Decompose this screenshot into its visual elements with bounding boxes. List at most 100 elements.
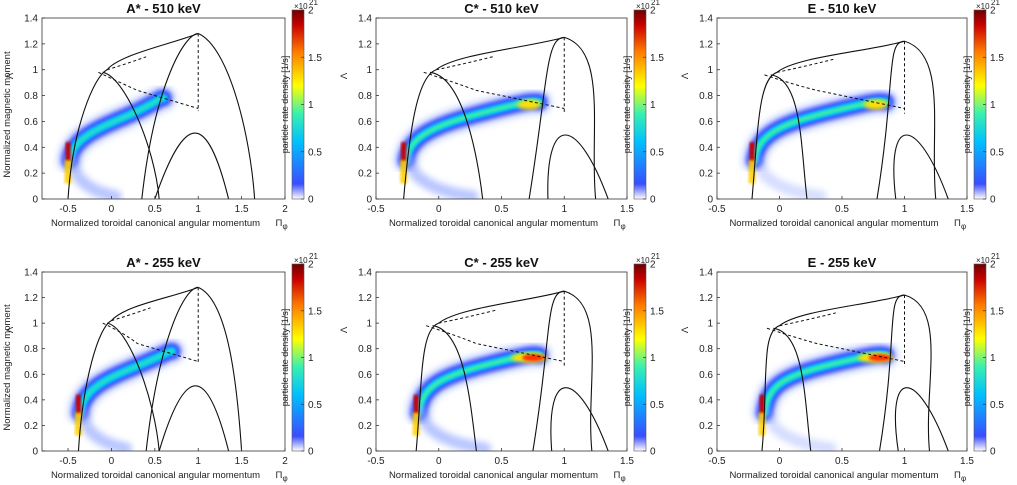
- y-tick-label: 0.8: [358, 344, 372, 355]
- colorbar-tick-label: 1.5: [990, 306, 1004, 317]
- heatmap-distribution: [393, 88, 553, 199]
- x-tick-label: 0: [109, 204, 115, 215]
- boundary-lower-arch: [547, 134, 609, 199]
- colorbar-exponent: ×10: [976, 2, 990, 11]
- colorbar: 0 0.5 1 1.5 2×10 21 particle rate density [1/s…: [962, 0, 1004, 206]
- colorbar-exponent: ×10: [636, 2, 650, 11]
- y-tick-label: 1: [366, 65, 372, 76]
- distribution-edge-hot: [413, 394, 419, 416]
- x-axis-symbol-pi: Π: [276, 218, 283, 229]
- y-tick-label: 0: [32, 447, 38, 458]
- y-tick-label: 0.4: [358, 143, 372, 154]
- boundary-cusp-arch: [773, 327, 812, 451]
- distribution-tail: [401, 151, 479, 199]
- panel-title: E - 255 keV: [808, 255, 877, 270]
- distribution-core: [78, 349, 175, 415]
- y-tick-label: 0.8: [24, 344, 38, 355]
- boundary-inner-arch: [878, 294, 905, 451]
- y-tick-label: 0.8: [699, 91, 713, 102]
- heatmap-distribution: [741, 88, 899, 199]
- heatmap-distribution: [67, 338, 186, 451]
- y-axis-symbol-lambda: Λ: [680, 326, 691, 333]
- x-axis-symbol-phi: φ: [621, 222, 626, 231]
- colorbar-exponent: ×10: [294, 2, 308, 11]
- boundary-cusp-arch: [106, 322, 160, 451]
- x-axis-symbol-phi: φ: [961, 474, 966, 483]
- distribution-edge-warm: [64, 160, 72, 184]
- y-tick-label: 1.4: [358, 268, 372, 279]
- y-tick-label: 1.4: [24, 268, 38, 279]
- x-tick-label: 0: [777, 204, 783, 215]
- boundary-right-arch: [904, 40, 937, 199]
- x-tick-label: 1.5: [620, 456, 634, 467]
- boundary-dashed-separatrix: [766, 327, 905, 362]
- boundary-lower-arch: [893, 134, 949, 199]
- panel-3: 00.20.40.60.811.21.4-0.5 0 0.5 1 1.5E - 510 …: [680, 0, 1004, 231]
- y-tick-label: 1.4: [699, 268, 713, 279]
- y-tick-labels: 0 0.2 0.4 0.6 0.8 1 1.2 1.4: [699, 268, 720, 458]
- boundary-inner-arch: [145, 286, 199, 451]
- x-tick-label: 1: [195, 456, 201, 467]
- boundary-upper-curve: [106, 33, 199, 71]
- colorbar-label: particle rate density [1/s]: [280, 309, 290, 407]
- axes-frame: [41, 17, 286, 200]
- y-tick-label: 0: [32, 195, 38, 206]
- distribution-edge-hot: [749, 142, 755, 163]
- colorbar-exponent: ×10: [976, 256, 990, 265]
- colorbar-tick-label: 2: [990, 260, 996, 271]
- colorbar-exponent-power: 21: [309, 0, 318, 7]
- y-axis-symbol-lambda: Λ: [5, 326, 16, 333]
- colorbar-label: particle rate density [1/s]: [962, 56, 972, 154]
- colorbar-exponent-power: 21: [651, 252, 660, 261]
- colorbar-tick-label: 1: [990, 353, 996, 364]
- colorbar-tick-label: 0.5: [308, 147, 322, 158]
- boundary-dashed-separatrix: [423, 71, 565, 109]
- colorbar-tick-label: 1: [650, 100, 656, 111]
- x-tick-label: 0.5: [148, 204, 162, 215]
- colorbar-tick-label: 1: [650, 353, 656, 364]
- boundary-right-arch: [197, 33, 256, 199]
- y-axis-symbol-lambda: Λ: [680, 72, 691, 79]
- colorbar-tick-label: 0: [650, 447, 656, 458]
- x-tick-label: 0.5: [835, 204, 849, 215]
- colorbar-tick-label: 2: [650, 6, 656, 17]
- x-axis-label: Normalized toroidal canonical angular mo…: [51, 218, 260, 229]
- colorbar-tick-label: 1.5: [308, 306, 322, 317]
- y-tick-labels: 0 0.2 0.4 0.6 0.8 1 1.2 1.4: [24, 268, 45, 458]
- panel-1: 0 0.2 0.4 0.6 0.8 1 1.2 1.4 -0.5 0 0.5 1 1.5 2 A* - 51…: [2, 0, 322, 231]
- boundary-left-curve: [403, 69, 437, 199]
- y-tick-label: 0.8: [699, 344, 713, 355]
- distribution-edge-warm: [758, 412, 766, 436]
- y-tick-label: 1: [707, 65, 713, 76]
- boundary-right-arch: [564, 36, 597, 199]
- distribution-peak-yellow: [517, 99, 542, 110]
- boundary-dashed-separatrix: [426, 325, 565, 362]
- colorbar-exponent-power: 21: [991, 252, 1000, 261]
- boundary-left-curve: [77, 320, 112, 451]
- colorbar-tick-label: 1: [990, 100, 996, 111]
- x-tick-label: 1.5: [235, 204, 249, 215]
- y-tick-label: 1.2: [24, 293, 38, 304]
- colorbar: 0 0.5 1 1.5 2×10 21 particle rate density [1/s…: [622, 252, 664, 458]
- colorbar-tick-label: 1: [308, 100, 314, 111]
- x-tick-label: 1.5: [620, 204, 634, 215]
- boundary-left-curve: [67, 69, 108, 199]
- y-axis-label: Normalized magnetic moment: [2, 304, 13, 431]
- colorbar-exponent-power: 21: [309, 252, 318, 261]
- x-axis-label: Normalized toroidal canonical angular mo…: [389, 470, 598, 481]
- y-tick-label: 0.6: [24, 117, 38, 128]
- boundary-cusp-arch: [429, 71, 484, 199]
- x-axis-symbol-phi: φ: [961, 222, 966, 231]
- x-tick-labels: -0.5 0 0.5 1 1.5: [708, 196, 974, 215]
- orbit-boundaries: [77, 286, 243, 451]
- boundary-right-arch: [197, 286, 243, 451]
- y-tick-label: 0.4: [24, 395, 38, 406]
- x-axis-symbol-phi: φ: [283, 222, 288, 231]
- boundary-inner-arch: [532, 290, 565, 451]
- colorbar-tick-label: 1.5: [650, 53, 664, 64]
- heatmap-distribution: [405, 341, 553, 451]
- y-tick-label: 0.6: [358, 370, 372, 381]
- y-tick-label: 0: [366, 195, 372, 206]
- x-axis-symbol-pi: Π: [614, 218, 621, 229]
